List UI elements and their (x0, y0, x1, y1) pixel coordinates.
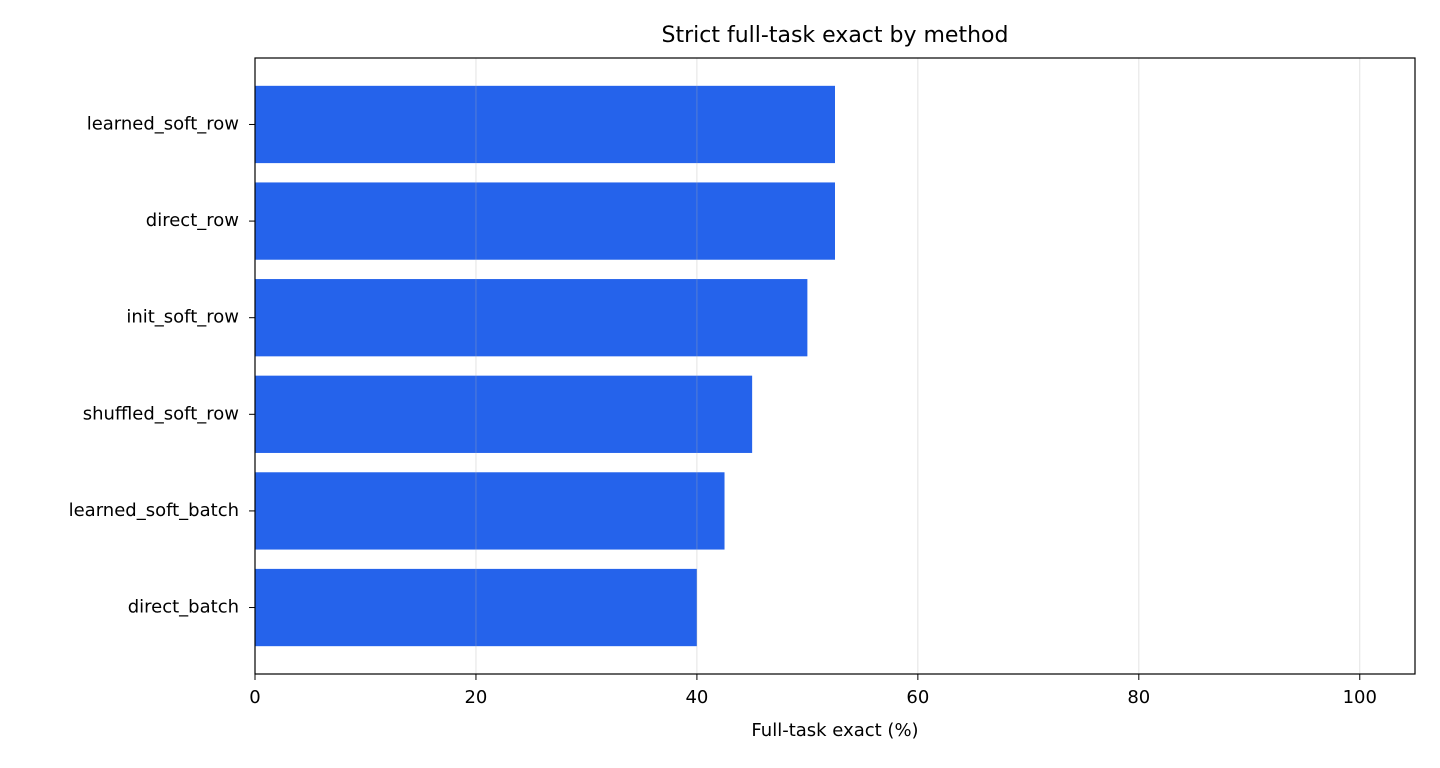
y-tick-label: learned_soft_row (87, 113, 239, 134)
bar (255, 182, 835, 260)
bar (255, 472, 725, 550)
y-tick-label: direct_row (146, 210, 239, 231)
y-tick-label: learned_soft_batch (69, 500, 239, 521)
x-tick-label: 20 (464, 687, 487, 708)
chart-title: Strict full-task exact by method (662, 23, 1009, 48)
y-tick-label: shuffled_soft_row (83, 403, 239, 424)
y-tick-label: direct_batch (128, 597, 239, 618)
x-tick-label: 100 (1343, 687, 1377, 708)
y-tick-label: init_soft_row (126, 307, 239, 328)
plot-frame (254, 57, 1416, 675)
x-tick-label: 60 (906, 687, 929, 708)
bar (255, 568, 697, 647)
bar (255, 85, 835, 164)
x-tick-label: 0 (249, 687, 260, 708)
bar (255, 375, 753, 453)
bar (255, 279, 808, 357)
x-axis-label: Full-task exact (%) (751, 720, 918, 741)
x-tick-label: 40 (685, 687, 708, 708)
x-tick-label: 80 (1127, 687, 1150, 708)
